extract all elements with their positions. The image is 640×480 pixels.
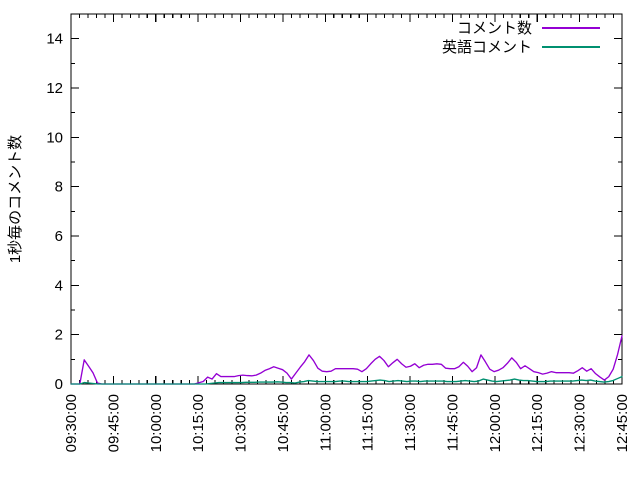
x-tick-label: 10:00:00 [148, 394, 165, 452]
plot-frame [70, 13, 623, 385]
x-tick-label: 10:15:00 [190, 394, 207, 452]
x-tick-label: 09:45:00 [105, 394, 122, 452]
y-axis-tick-labels: 0 2 4 6 8 10 12 14 [46, 31, 63, 393]
x-tick-label: 11:45:00 [444, 394, 461, 451]
x-tick-label: 09:30:00 [63, 394, 80, 452]
x-axis-tick-labels: 09:30:00 09:45:00 10:00:00 10:15:00 10:30:00… [63, 394, 631, 452]
legend-label: コメント数 [457, 20, 532, 37]
y-tick-label: 6 [55, 228, 63, 245]
y-tick-label: 2 [55, 327, 63, 344]
x-tick-label: 10:30:00 [233, 394, 250, 452]
x-tick-label: 12:15:00 [529, 394, 546, 452]
x-tick-label: 10:45:00 [275, 394, 292, 452]
x-tick-label: 11:00:00 [317, 394, 334, 451]
y-tick-label: 12 [46, 80, 63, 97]
y-axis-ticks [71, 38, 622, 385]
series-line-english-comment [70, 375, 623, 385]
x-tick-label: 11:30:00 [402, 394, 419, 451]
y-tick-label: 8 [55, 179, 63, 196]
x-tick-label: 11:15:00 [360, 394, 377, 451]
y-tick-label: 10 [46, 129, 63, 146]
y-tick-label: 0 [55, 376, 63, 393]
y-tick-label: 4 [55, 277, 63, 294]
y-tick-label: 14 [46, 31, 63, 48]
x-tick-label: 12:45:00 [614, 394, 631, 452]
legend-label: 英語コメント [442, 38, 532, 56]
y-axis-title: 1秒毎のコメント数 [7, 135, 24, 263]
x-tick-label: 12:00:00 [487, 394, 504, 452]
x-tick-label: 12:30:00 [572, 394, 589, 452]
data-series-group [70, 335, 623, 385]
plot-border [70, 13, 623, 385]
